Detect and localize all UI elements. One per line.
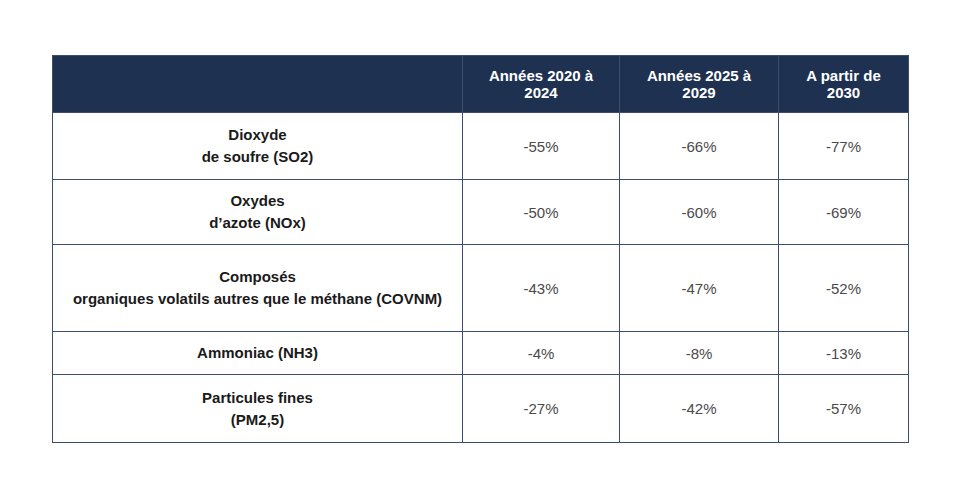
table-row-so2: Dioxyde de soufre (SO2) -55% -66% -77% [53,113,909,180]
header-period-2030: A partir de 2030 [779,56,909,113]
page: Années 2020 à 2024 Années 2025 à 2029 A … [0,0,960,500]
table-row-pm25: Particules fines (PM2,5) -27% -42% -57% [53,375,909,443]
row-label-line: Particules fines [63,387,452,409]
header-period-2020-2024: Années 2020 à 2024 [463,56,620,113]
row-label-line: (PM2,5) [63,409,452,431]
row-label-line: de soufre (SO2) [63,146,452,168]
row-label-pm25: Particules fines (PM2,5) [53,375,463,443]
row-label-so2: Dioxyde de soufre (SO2) [53,113,463,180]
header-period-2025-2029: Années 2025 à 2029 [620,56,779,113]
table-row-nh3: Ammoniac (NH3) -4% -8% -13% [53,332,909,375]
table-row-covnm: Composés organiques volatils autres que … [53,245,909,332]
row-label-line: Composés [63,266,452,288]
value-so2-2025-2029: -66% [620,113,779,180]
row-label-line: d’azote (NOx) [63,212,452,234]
value-nox-2030: -69% [779,180,909,245]
value-covnm-2030: -52% [779,245,909,332]
value-pm25-2025-2029: -42% [620,375,779,443]
value-nox-2025-2029: -60% [620,180,779,245]
row-label-line: Oxydes [63,190,452,212]
value-nh3-2025-2029: -8% [620,332,779,375]
value-nh3-2030: -13% [779,332,909,375]
row-label-line: Dioxyde [63,124,452,146]
table-row-nox: Oxydes d’azote (NOx) -50% -60% -69% [53,180,909,245]
row-label-nh3: Ammoniac (NH3) [53,332,463,375]
value-so2-2030: -77% [779,113,909,180]
row-label-line: organiques volatils autres que le méthan… [63,288,452,310]
value-covnm-2020-2024: -43% [463,245,620,332]
row-label-covnm: Composés organiques volatils autres que … [53,245,463,332]
emissions-reduction-table: Années 2020 à 2024 Années 2025 à 2029 A … [52,55,909,443]
value-covnm-2025-2029: -47% [620,245,779,332]
header-pollutant-cell [53,56,463,113]
value-pm25-2030: -57% [779,375,909,443]
value-so2-2020-2024: -55% [463,113,620,180]
row-label-line: Ammoniac (NH3) [63,342,452,364]
header-row: Années 2020 à 2024 Années 2025 à 2029 A … [53,56,909,113]
row-label-nox: Oxydes d’azote (NOx) [53,180,463,245]
value-pm25-2020-2024: -27% [463,375,620,443]
value-nh3-2020-2024: -4% [463,332,620,375]
value-nox-2020-2024: -50% [463,180,620,245]
